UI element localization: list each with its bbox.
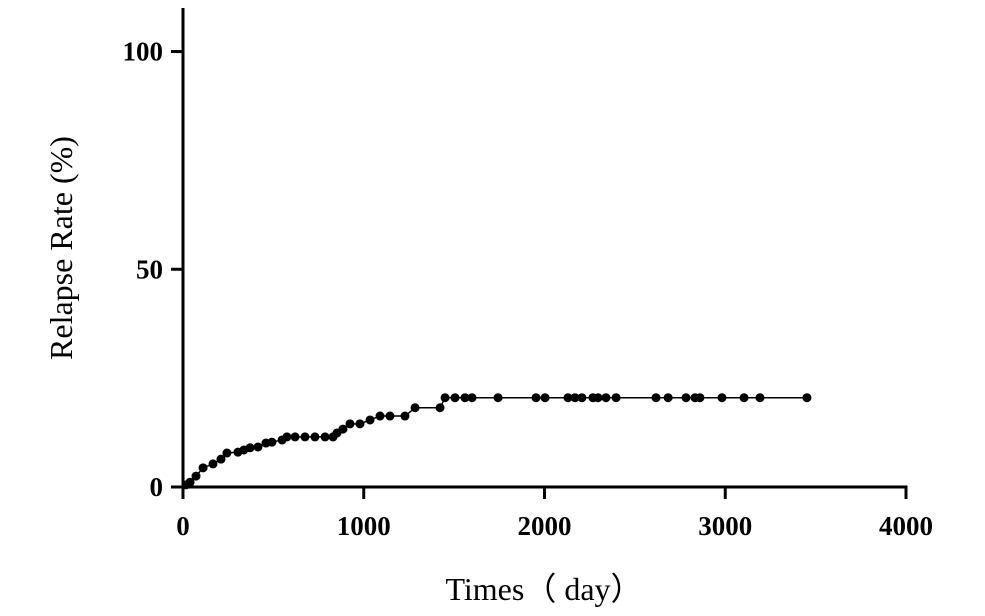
data-point (577, 393, 587, 403)
data-point (253, 442, 263, 452)
x-tick-label: 0 (176, 511, 190, 541)
data-point (410, 403, 420, 413)
data-point (540, 393, 550, 403)
data-point (651, 393, 661, 403)
data-point (365, 415, 375, 425)
data-point (739, 393, 749, 403)
x-tick-label: 4000 (879, 511, 933, 541)
data-point (282, 432, 292, 442)
data-point (563, 393, 573, 403)
data-point (385, 411, 395, 421)
data-point (802, 393, 812, 403)
data-point (338, 424, 348, 434)
data-point (208, 459, 218, 469)
data-point (450, 393, 460, 403)
data-point (345, 419, 355, 429)
data-point (467, 393, 477, 403)
data-point (593, 393, 603, 403)
data-point (755, 393, 765, 403)
data-point (531, 393, 541, 403)
data-point (601, 393, 611, 403)
x-tick-label: 2000 (518, 511, 572, 541)
data-point (400, 411, 410, 421)
data-point (440, 393, 450, 403)
data-point (222, 448, 232, 458)
data-point (570, 393, 580, 403)
data-point (375, 411, 385, 421)
data-point (460, 393, 470, 403)
data-point (681, 393, 691, 403)
data-point (290, 432, 300, 442)
data-point (695, 393, 705, 403)
data-point (198, 463, 208, 473)
data-point (310, 432, 320, 442)
data-point (663, 393, 673, 403)
data-point (267, 437, 277, 447)
data-point (300, 432, 310, 442)
data-point (191, 471, 201, 481)
data-point (717, 393, 727, 403)
y-axis-title: Relapse Rate (%) (43, 136, 79, 360)
data-point (435, 403, 445, 413)
data-point (320, 432, 330, 442)
data-point (185, 477, 195, 487)
y-tick-label: 100 (123, 37, 164, 67)
x-axis-title: Times（ day） (445, 571, 642, 607)
data-point (493, 393, 503, 403)
x-tick-label: 3000 (698, 511, 752, 541)
y-tick-label: 50 (136, 254, 163, 284)
data-point (611, 393, 621, 403)
data-point (245, 443, 255, 453)
data-point (355, 419, 365, 429)
x-tick-label: 1000 (337, 511, 391, 541)
y-tick-label: 0 (150, 472, 164, 502)
data-point (216, 454, 226, 464)
